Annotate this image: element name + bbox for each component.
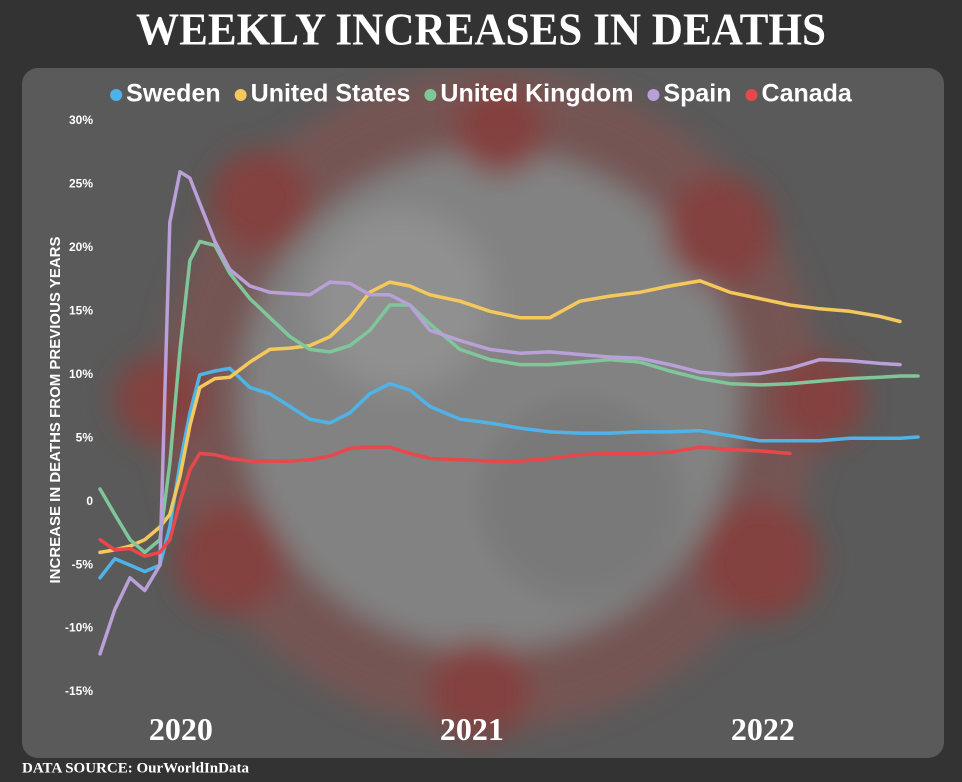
y-tick-label: 10% xyxy=(69,367,93,381)
y-tick-label: 25% xyxy=(69,177,93,191)
y-tick-label: 20% xyxy=(69,240,93,254)
series-line xyxy=(98,445,792,558)
series-line xyxy=(98,239,920,555)
legend: Sweden United States United Kingdom Spain Ca… xyxy=(110,80,853,108)
series-line xyxy=(98,279,902,555)
legend-label: Canada xyxy=(762,80,853,108)
legend-label: United States xyxy=(251,80,411,108)
legend-marker xyxy=(110,89,123,101)
legend-label: Spain xyxy=(663,80,731,108)
virus-image xyxy=(115,70,865,740)
y-tick-label: 30% xyxy=(69,113,93,127)
y-tick-label: 15% xyxy=(69,304,93,318)
y-tick-label: -15% xyxy=(65,684,93,698)
x-tick-label: 2021 xyxy=(440,711,504,747)
y-axis-title: INCREASE IN DEATHS FROM PREVIOUS YEARS xyxy=(47,237,64,584)
series-line xyxy=(98,170,902,656)
y-tick-label: 5% xyxy=(76,430,94,444)
legend-marker xyxy=(424,89,437,101)
legend-marker xyxy=(234,89,247,101)
y-tick-label: -10% xyxy=(65,621,93,635)
y-tick-label: -5% xyxy=(72,557,94,571)
chart-title: WEEKLY INCREASES IN DEATHS xyxy=(136,4,826,55)
x-tick-label: 2022 xyxy=(731,711,795,747)
legend-label: Sweden xyxy=(126,80,220,108)
legend-marker xyxy=(745,89,758,101)
legend-marker xyxy=(647,89,660,101)
y-tick-label: 0 xyxy=(86,494,93,508)
legend-label: United Kingdom xyxy=(440,80,633,108)
source-note: DATA SOURCE: OurWorldInData xyxy=(22,760,249,776)
x-tick-label: 2020 xyxy=(149,711,213,747)
series-line xyxy=(98,366,920,580)
